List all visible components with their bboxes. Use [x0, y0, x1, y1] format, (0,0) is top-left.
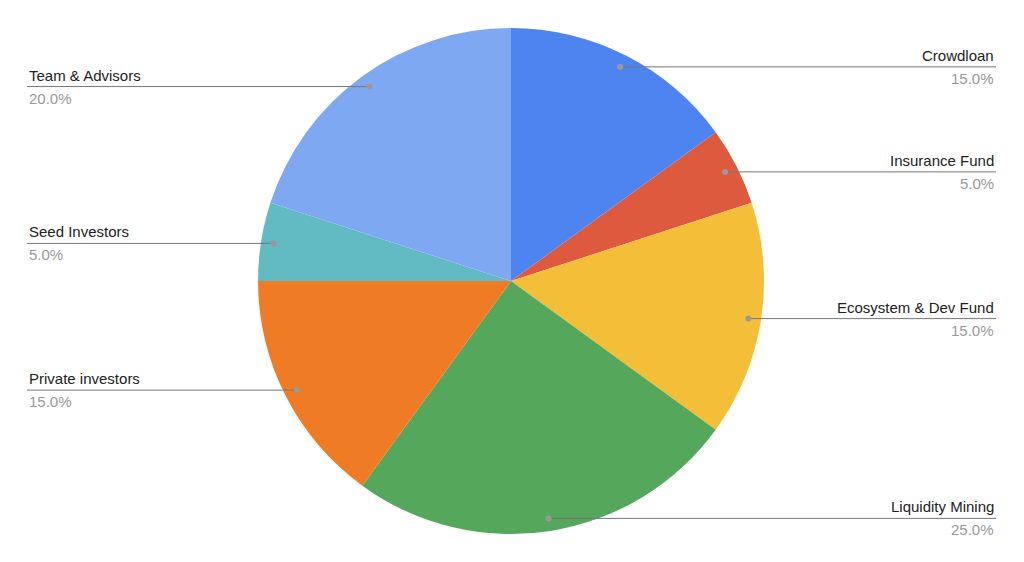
svg-text:Crowdloan: Crowdloan [922, 47, 994, 64]
svg-text:Insurance Fund: Insurance Fund [890, 152, 994, 169]
svg-text:25.0%: 25.0% [951, 521, 994, 538]
svg-text:15.0%: 15.0% [29, 393, 72, 410]
svg-text:Ecosystem & Dev Fund: Ecosystem & Dev Fund [837, 299, 994, 316]
svg-text:5.0%: 5.0% [29, 246, 63, 263]
svg-text:Liquidity Mining: Liquidity Mining [891, 498, 994, 515]
svg-text:15.0%: 15.0% [951, 322, 994, 339]
svg-text:5.0%: 5.0% [960, 175, 994, 192]
svg-text:Team & Advisors: Team & Advisors [29, 67, 141, 84]
svg-text:Private investors: Private investors [29, 370, 140, 387]
svg-text:Seed Investors: Seed Investors [29, 223, 129, 240]
svg-text:20.0%: 20.0% [29, 90, 72, 107]
svg-text:15.0%: 15.0% [951, 70, 994, 87]
